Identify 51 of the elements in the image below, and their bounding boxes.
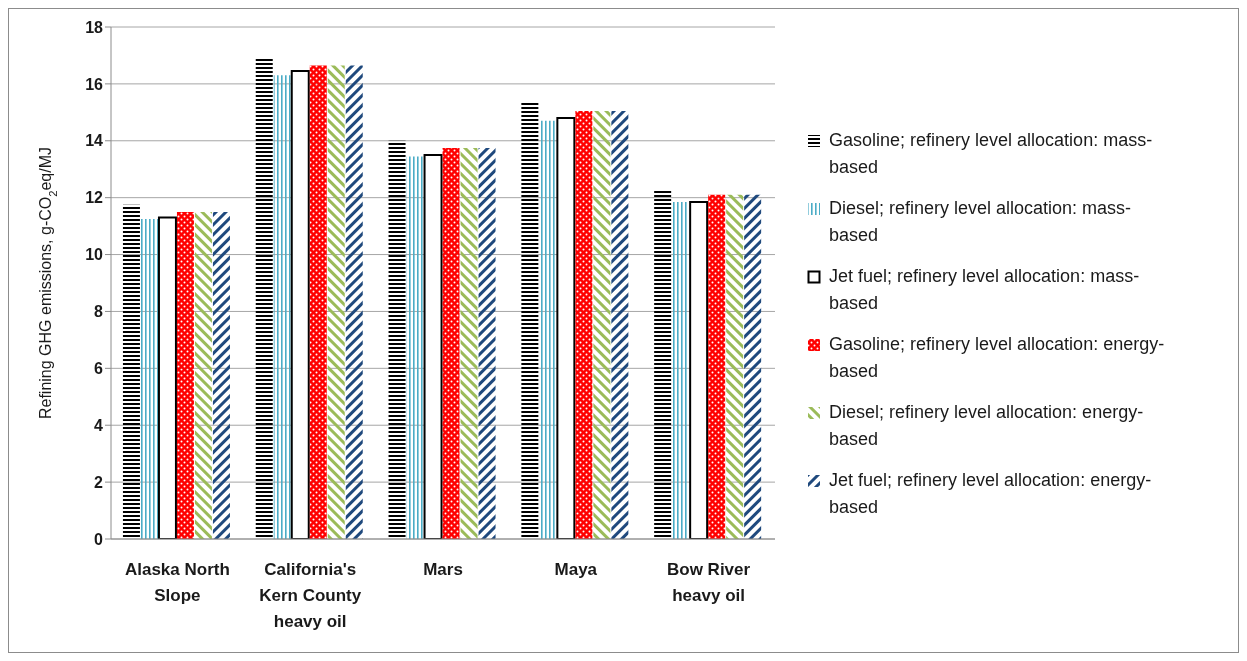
bar [255,57,273,539]
bar [273,74,291,539]
bar [654,188,672,539]
y-tick-label: 18 [85,18,104,36]
bar [309,64,327,539]
legend-label: Jet fuel; refinery level allocation: mass-based [829,264,1141,315]
x-tick-label: Bow River heavy oil [667,559,751,605]
y-tick-label: 0 [94,530,104,548]
bar [611,110,629,539]
bar [122,204,140,539]
bar [327,64,345,539]
bar [290,69,310,539]
bar [575,110,593,539]
legend-label: Diesel; refinery level allocation: mass-based [829,196,1133,247]
legend-label: Gasoline; refinery level allocation: mass-based [829,128,1154,179]
bar [423,153,443,539]
bar [556,116,576,539]
y-tick-label: 6 [94,359,104,377]
bar [689,200,709,539]
bar [442,147,460,539]
legend-label: Diesel; refinery level allocation: energy-based [829,400,1145,451]
bar [539,120,557,539]
bar [521,100,539,539]
y-tick-label: 2 [94,473,104,491]
legend-label: Jet fuel; refinery level allocation: energy-based [829,468,1153,519]
x-tick-label: California's Kern County heavy oil [259,559,362,631]
legend-label: Gasoline; refinery level allocation: energy-based [829,332,1166,383]
bar [194,211,212,539]
y-tick-label: 8 [94,302,104,320]
bar [212,211,230,539]
bar [708,194,726,539]
y-tick-label: 16 [85,75,104,93]
bar [406,155,424,539]
bar [478,147,496,539]
bar [176,211,194,539]
x-tick-label: Maya [554,559,598,579]
bar [388,140,406,539]
y-tick-label: 10 [85,245,104,263]
bar [744,194,762,539]
bar [593,110,611,539]
bar [460,147,478,539]
y-tick-label: 12 [85,188,104,206]
bar [672,201,690,539]
bar [345,64,363,539]
y-tick-label: 4 [94,416,104,434]
bar [140,218,158,539]
bar [726,194,744,539]
bar [157,216,177,539]
y-tick-label: 14 [85,131,104,149]
x-tick-label: Alaska North Slope [124,559,230,605]
x-tick-label: Mars [423,559,463,579]
